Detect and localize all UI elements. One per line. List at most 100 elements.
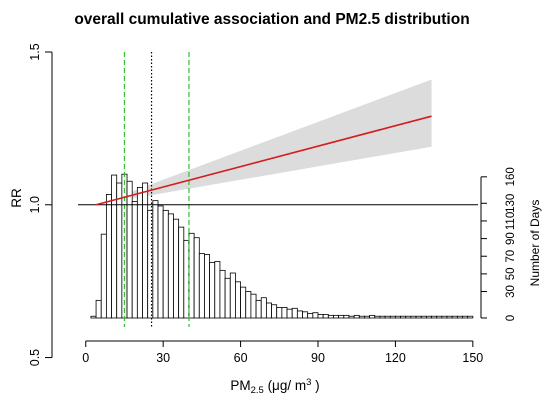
x-axis: 0 30 60 90 120 150 xyxy=(82,340,483,365)
histogram-bar xyxy=(131,201,138,319)
histogram-bar xyxy=(136,187,143,319)
x-axis-label-main: PM xyxy=(230,378,250,393)
confidence-band xyxy=(96,79,432,205)
histogram-bar xyxy=(364,315,371,319)
histogram-bar xyxy=(425,315,432,319)
y-axis-right-label: Number of Days xyxy=(528,200,542,287)
histogram-bar xyxy=(240,286,247,319)
histogram-bar xyxy=(224,277,231,319)
histogram-bar xyxy=(126,180,133,319)
x-axis-label-unit: (μg/ m xyxy=(264,378,306,393)
histogram-bar xyxy=(420,315,427,319)
histogram-bar xyxy=(446,315,453,319)
y-right-tick-label: 130 xyxy=(505,194,517,213)
histogram-bar xyxy=(142,182,149,319)
y-right-tick-label: 160 xyxy=(505,167,517,186)
histogram-bar xyxy=(369,314,376,319)
histogram-bar xyxy=(255,299,262,319)
histogram-bar xyxy=(353,314,360,319)
histogram-bar xyxy=(379,315,386,319)
histogram-bar xyxy=(395,315,401,319)
histogram-bar xyxy=(111,174,118,319)
y-right-tick-label: 90 xyxy=(505,232,517,245)
y-axis-left-label: RR xyxy=(9,188,24,208)
histogram-bar xyxy=(462,315,469,319)
histogram-bar xyxy=(410,315,417,319)
histogram-bar xyxy=(374,315,381,319)
histogram-bar xyxy=(265,302,272,319)
histogram-bar xyxy=(204,254,211,319)
histogram-bar xyxy=(260,297,267,319)
y-right-tick-label: 50 xyxy=(505,267,517,280)
y-left-tick-label: 1.5 xyxy=(28,43,42,60)
histogram-bar xyxy=(312,312,319,319)
y-right-tick-label: 70 xyxy=(505,250,517,263)
x-tick-label: 30 xyxy=(156,351,170,365)
histogram-bar xyxy=(327,314,334,319)
histogram-bar xyxy=(456,315,463,319)
histogram-bar xyxy=(95,299,102,319)
histogram-bar xyxy=(343,314,350,319)
y-left-tick-label: 0.5 xyxy=(28,349,42,366)
histogram-bar xyxy=(333,314,340,319)
histogram-bar xyxy=(173,218,180,319)
confidence-band-group xyxy=(96,79,432,205)
y-right-tick-label: 30 xyxy=(505,285,517,298)
histogram-bar xyxy=(317,314,324,319)
histogram-bar xyxy=(431,315,438,319)
histogram-bar xyxy=(281,307,288,319)
histogram-bar xyxy=(183,239,190,319)
y-right-tick-label: 0 xyxy=(505,315,517,321)
chart-title: overall cumulative association and PM2.5… xyxy=(74,11,469,28)
histogram-bar xyxy=(271,304,278,319)
y-left-tick-label: 1.0 xyxy=(28,196,42,213)
histogram-bar xyxy=(167,213,174,319)
histogram-bar xyxy=(235,281,241,319)
histogram-bar xyxy=(286,308,293,319)
histogram-bar xyxy=(384,315,391,319)
x-axis-label-close: ) xyxy=(311,378,319,393)
histogram-bar xyxy=(157,205,164,319)
histogram-bar xyxy=(415,315,422,319)
x-tick-label: 90 xyxy=(311,351,325,365)
histogram-bar xyxy=(451,315,458,319)
histogram-bar xyxy=(193,237,200,319)
histogram-bar xyxy=(276,307,283,319)
histogram-bar xyxy=(188,232,195,319)
histogram-bar xyxy=(100,233,107,319)
histogram-bar xyxy=(291,307,298,319)
x-tick-label: 150 xyxy=(462,351,483,365)
histogram-bar xyxy=(152,200,159,319)
histogram-bar xyxy=(358,315,365,319)
exposure-response-line xyxy=(95,115,432,206)
y-axis-left: 0.5 1.0 1.5 xyxy=(28,43,53,366)
x-axis-label-superscript: 3 xyxy=(306,377,311,388)
histogram-bar xyxy=(214,261,221,319)
histogram-bar xyxy=(296,310,303,319)
y-right-tick-label: 110 xyxy=(505,212,517,230)
histogram-bar xyxy=(116,182,123,319)
x-axis-label: PM2.5 (μg/ m3 ) xyxy=(230,377,319,396)
histogram-bar xyxy=(178,226,185,319)
histogram-bar xyxy=(302,311,309,319)
histogram-bar xyxy=(405,315,412,319)
histogram-bar xyxy=(436,315,443,319)
histogram-bar xyxy=(389,315,396,319)
histogram-bar xyxy=(162,209,169,319)
histogram-bar xyxy=(209,262,216,319)
histogram-bar xyxy=(198,253,205,319)
histogram-bar xyxy=(229,272,236,319)
histogram-bar xyxy=(441,315,448,319)
x-tick-label: 60 xyxy=(234,351,248,365)
histogram-bar xyxy=(400,315,407,319)
x-tick-label: 120 xyxy=(385,351,406,365)
histogram-bar xyxy=(219,269,226,319)
histogram-bar xyxy=(90,315,97,319)
histogram-bar xyxy=(322,314,329,319)
histogram-bar xyxy=(467,315,474,319)
histogram-bar xyxy=(348,315,355,319)
histogram-bar xyxy=(250,293,257,319)
x-tick-label: 0 xyxy=(82,351,89,365)
